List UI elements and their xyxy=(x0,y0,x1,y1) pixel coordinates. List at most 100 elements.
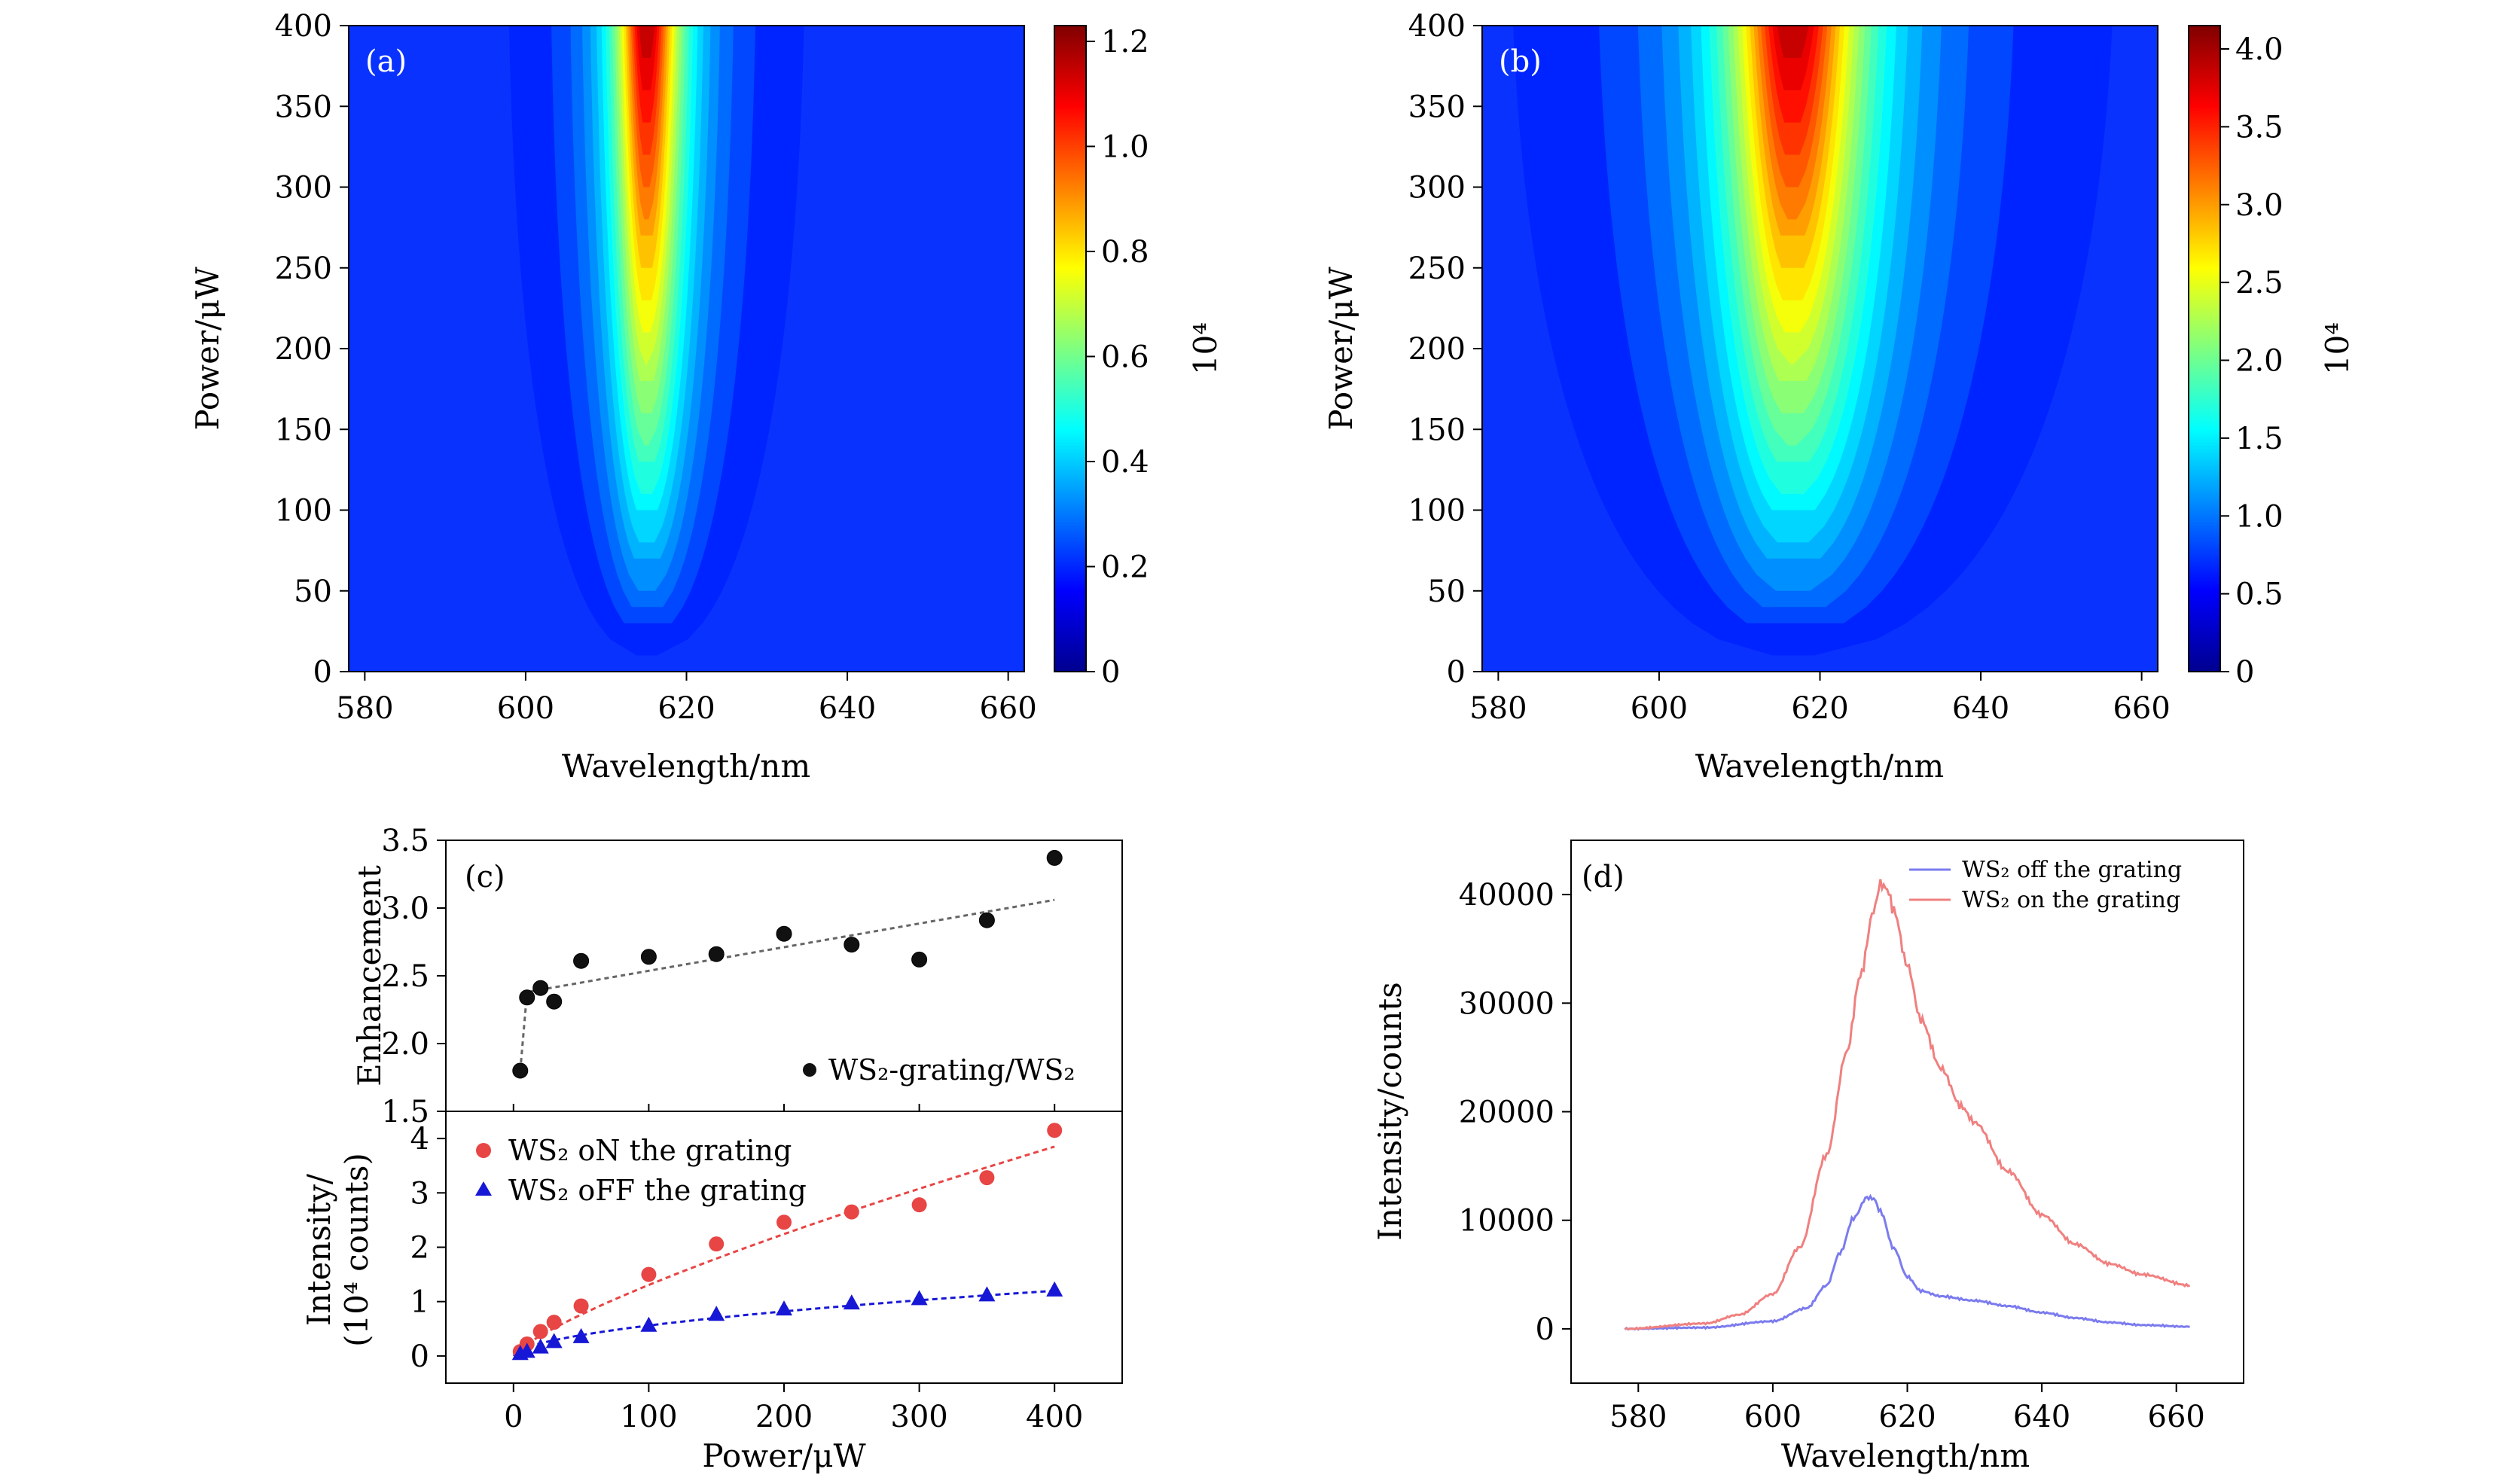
y-tick-label: 400 xyxy=(1408,9,1466,44)
x-tick-label: 300 xyxy=(890,1400,947,1434)
data-point-on xyxy=(709,1236,725,1252)
x-axis: 0 100 200 300 400 xyxy=(504,1383,1083,1434)
colorbar xyxy=(1054,25,1087,672)
data-point-off xyxy=(843,1294,860,1310)
plot-frame xyxy=(1570,840,2244,1384)
y-tick-label: 2 xyxy=(410,1231,429,1266)
data-point-off xyxy=(545,1333,563,1349)
data-point-on xyxy=(546,1315,562,1330)
y-tick-label: 150 xyxy=(275,413,332,447)
x-tick-label: 640 xyxy=(819,691,876,726)
y-axis-label-line2: (10⁴ counts) xyxy=(338,1153,375,1347)
y-tick-label: 0 xyxy=(1536,1312,1554,1347)
x-tick-label: 400 xyxy=(1026,1400,1083,1434)
y-tick-label: 30000 xyxy=(1459,986,1554,1021)
spectra xyxy=(1624,879,2191,1331)
y-tick-label: 0 xyxy=(1447,655,1466,690)
fit-on xyxy=(512,1145,1055,1357)
data-points xyxy=(511,1123,1063,1361)
y-tick-label: 20000 xyxy=(1459,1096,1554,1130)
panel-label-a: (a) xyxy=(365,44,407,79)
x-tick-label: 100 xyxy=(620,1400,677,1434)
x-axis-label: Wavelength/nm xyxy=(562,748,810,785)
legend-label-on: WS₂ on the grating xyxy=(1962,887,2180,913)
y-tick-label: 250 xyxy=(275,251,332,286)
y-tick-label: 50 xyxy=(294,574,332,609)
colorbar-tick-label: 3.0 xyxy=(2235,188,2284,223)
colorbar-tick-label: 0.6 xyxy=(1101,340,1149,374)
data-point-on xyxy=(641,1266,657,1282)
y-tick-label: 300 xyxy=(1408,171,1466,206)
y-axis-label: Power/μW xyxy=(1323,266,1359,430)
colorbar-tick-label: 0.2 xyxy=(1101,550,1149,584)
enhancement-panel: 1.5 2.0 2.5 3.0 3.5 (c) Enhancement WS₂-grat… xyxy=(351,824,1123,1129)
x-tick-label: 620 xyxy=(1791,691,1848,726)
y-tick-label: 2.5 xyxy=(381,959,429,994)
spectrum-panel: 580 600 620 640 660 0 10000 20000 30000 40000 (d… xyxy=(1371,840,2244,1474)
x-axis: 580 600 620 640 660 xyxy=(336,672,1037,726)
contour-level xyxy=(1777,26,1809,58)
data-point-off xyxy=(572,1327,590,1343)
x-tick-label: 600 xyxy=(497,691,554,726)
colorbar-tick-label: 1.2 xyxy=(1101,25,1149,59)
colorbar-tick-label: 0 xyxy=(1101,655,1120,690)
colorbar-tick-label: 3.5 xyxy=(2235,110,2284,145)
y-tick-label: 40000 xyxy=(1459,878,1554,913)
x-axis-label: Wavelength/nm xyxy=(1695,748,1944,785)
legend-marker xyxy=(803,1063,816,1077)
y-tick-label: 50 xyxy=(1427,574,1466,609)
data-point-on xyxy=(776,1214,792,1230)
y-tick-label: 1 xyxy=(410,1285,429,1320)
data-point-off xyxy=(708,1306,725,1321)
y-axis: 0 10000 20000 30000 40000 xyxy=(1459,878,1571,1347)
legend: WS₂ off the grating WS₂ on the grating xyxy=(1909,857,2182,913)
spectrum-line xyxy=(1624,1193,2190,1331)
x-tick-label: 580 xyxy=(1469,691,1527,726)
y-tick-label: 3 xyxy=(410,1176,429,1211)
x-tick-label: 0 xyxy=(504,1400,523,1434)
heatmap-panel-b: (b) 580 600 620 640 660 0 50 100 150 200 250 300 35… xyxy=(1323,9,2356,785)
x-axis: 580 600 620 640 660 xyxy=(1609,1383,2205,1434)
data-point xyxy=(519,989,535,1006)
colorbar-tick-label: 4.0 xyxy=(2235,32,2284,67)
legend-label: WS₂-grating/WS₂ xyxy=(828,1053,1075,1086)
data-point-off xyxy=(518,1342,535,1358)
colorbar-tick-label: 2.0 xyxy=(2235,344,2284,379)
data-point-off xyxy=(978,1286,996,1302)
y-axis: 0 50 100 150 200 250 300 350 400 xyxy=(1408,9,1482,690)
y-tick-label: 0 xyxy=(313,655,332,690)
data-points xyxy=(512,849,1063,1079)
y-tick-label: 3.5 xyxy=(381,824,429,858)
colorbar-tick-label: 1.0 xyxy=(2235,499,2284,534)
x-tick-label: 640 xyxy=(1952,691,2009,726)
spectrum-line xyxy=(1624,879,2191,1331)
panel-label-b: (b) xyxy=(1499,44,1542,79)
data-point-off xyxy=(640,1316,657,1332)
colorbar-tick-label: 0 xyxy=(2235,655,2254,690)
data-point-on xyxy=(1047,1123,1063,1138)
y-tick-label: 2.0 xyxy=(381,1027,429,1062)
y-tick-label: 3.0 xyxy=(381,891,429,926)
legend-label-on: WS₂ oN the grating xyxy=(508,1134,792,1167)
y-axis: 1.5 2.0 2.5 3.0 3.5 xyxy=(381,824,446,1129)
colorbar-ticks: 0 0.5 1.0 1.5 2.0 2.5 3.0 3.5 4.0 xyxy=(2220,32,2284,690)
legend-marker-off xyxy=(475,1181,492,1196)
x-tick-label: 660 xyxy=(979,691,1036,726)
y-axis-label: Intensity/counts xyxy=(1371,982,1408,1241)
data-point xyxy=(1046,849,1063,866)
y-tick-label: 200 xyxy=(275,332,332,367)
y-tick-label: 400 xyxy=(275,9,332,44)
y-tick-label: 1.5 xyxy=(381,1095,429,1129)
y-tick-label: 200 xyxy=(1408,332,1466,367)
x-tick-label: 620 xyxy=(1878,1400,1936,1434)
data-point xyxy=(776,925,792,942)
legend: WS₂ oN the grating WS₂ oFF the grating xyxy=(475,1134,807,1207)
y-tick-label: 300 xyxy=(275,171,332,206)
data-point-on xyxy=(911,1197,927,1213)
x-tick-label: 200 xyxy=(755,1400,813,1434)
data-point-off xyxy=(1046,1281,1063,1297)
colorbar-ticks: 0 0.2 0.4 0.6 0.8 1.0 1.2 xyxy=(1086,25,1149,690)
heatmap-panel-a: (a) 580 600 620 640 660 0 50 100 150 200 250 300 35… xyxy=(189,9,1224,785)
data-point xyxy=(546,993,563,1010)
